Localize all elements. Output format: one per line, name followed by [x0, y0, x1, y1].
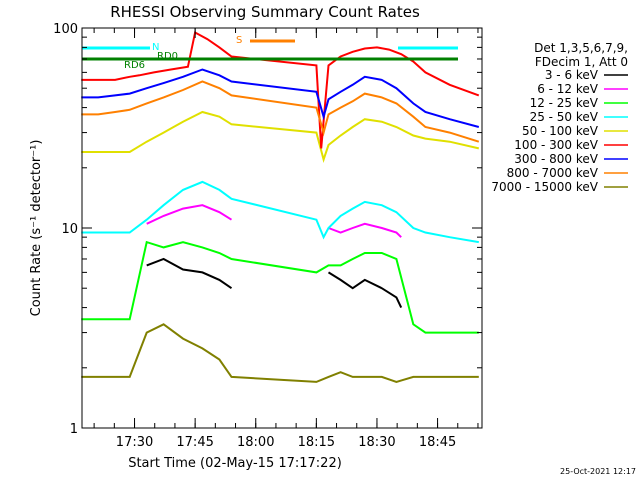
- legend-label-1: 6 - 12 keV: [537, 82, 599, 96]
- series-line-4-0: [81, 110, 480, 163]
- legend-label-8: 7000 - 15000 keV: [491, 180, 598, 194]
- series-line-2-0: [81, 240, 479, 334]
- series-line-8-0: [81, 323, 479, 383]
- plot-series-group: [81, 30, 480, 383]
- y-tick-label-0: 1: [70, 422, 78, 437]
- legend-header-line-1: Det 1,3,5,6,7,9,: [534, 41, 628, 55]
- legend-header-line-2: FDecim 1, Att 0: [535, 55, 628, 69]
- x-tick-label-0: 17:30: [116, 435, 153, 450]
- x-tick-label-2: 18:00: [237, 435, 274, 450]
- series-line-0-0: [146, 257, 233, 290]
- legend-label-0: 3 - 6 keV: [545, 68, 599, 82]
- x-tick-label-5: 18:45: [419, 435, 456, 450]
- y-axis-label: Count Rate (s⁻¹ detector⁻¹): [29, 140, 44, 317]
- series-line-6-0: [81, 68, 480, 128]
- y-axis: 1 10 100: [53, 22, 482, 437]
- x-axis: 17:30 17:45 18:00 18:15 18:30 18:45: [93, 28, 479, 450]
- x-axis-label: Start Time (02-May-15 17:17:22): [128, 456, 342, 471]
- series-line-7-0: [81, 80, 480, 143]
- legend-label-5: 100 - 300 keV: [514, 138, 598, 152]
- footer-timestamp: 25-Oct-2021 12:17: [560, 467, 636, 476]
- series-line-0-1: [327, 271, 403, 309]
- flag-label-rd6: RD6: [124, 60, 145, 71]
- x-tick-label-4: 18:30: [358, 435, 395, 450]
- series-line-3-0: [81, 180, 479, 244]
- x-tick-label-1: 17:45: [176, 435, 213, 450]
- y-tick-label-2: 100: [53, 22, 78, 37]
- flag-label-rd0: RD0: [157, 51, 178, 62]
- y-tick-label-1: 10: [61, 222, 78, 237]
- chart-title: RHESSI Observing Summary Count Rates: [110, 3, 420, 21]
- legend-label-7: 800 - 7000 keV: [507, 166, 599, 180]
- legend-label-2: 12 - 25 keV: [530, 96, 599, 110]
- flag-label-n: N: [152, 42, 159, 53]
- legend-label-4: 50 - 100 keV: [522, 124, 599, 138]
- flag-label-s: S: [236, 35, 242, 46]
- series-line-5-0: [81, 30, 480, 149]
- x-tick-label-3: 18:15: [298, 435, 335, 450]
- legend-label-3: 25 - 50 keV: [530, 110, 599, 124]
- legend-label-6: 300 - 800 keV: [514, 152, 598, 166]
- legend: Det 1,3,5,6,7,9, FDecim 1, Att 0 3 - 6 k…: [491, 41, 628, 194]
- series-line-1-0: [146, 204, 233, 225]
- series-line-1-1: [328, 222, 402, 238]
